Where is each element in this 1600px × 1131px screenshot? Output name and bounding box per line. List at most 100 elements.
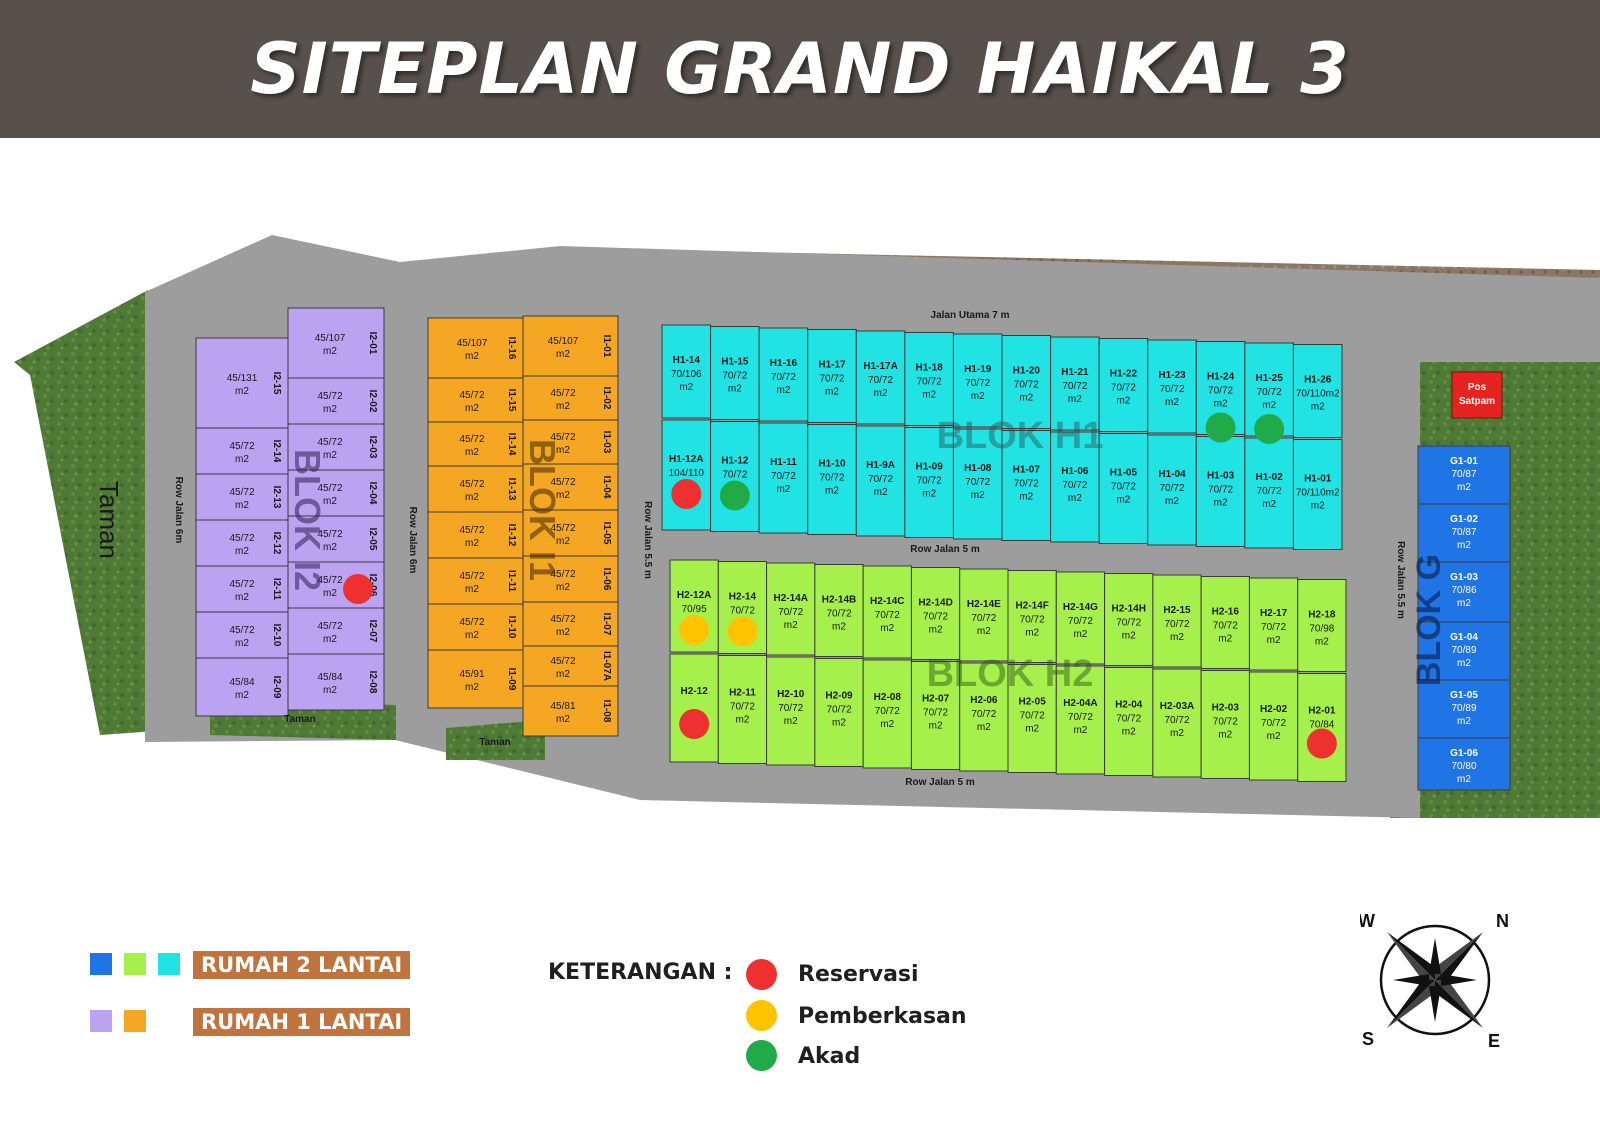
lot-h2-05[interactable] [1007, 664, 1057, 773]
legend-reservasi: Reservasi [798, 962, 919, 987]
lot-h1-09[interactable] [904, 427, 954, 538]
lot-h1-07[interactable] [1001, 430, 1052, 541]
lot-h1-04[interactable] [1147, 434, 1197, 546]
lot-id: I2-11 [271, 578, 282, 601]
lot-unit: m2 [556, 536, 570, 547]
lot-g1-06[interactable] [1417, 737, 1511, 791]
lot-id: I1-04 [601, 476, 612, 499]
lot-h1-15[interactable] [710, 326, 760, 420]
lot-i1-10[interactable] [427, 603, 524, 651]
lot-h2-14h[interactable] [1104, 573, 1154, 666]
lot-h1-12a[interactable] [661, 419, 712, 531]
lot-h1-08[interactable] [952, 428, 1003, 540]
lot-h1-10[interactable] [807, 424, 857, 535]
lot-h2-14g[interactable] [1055, 571, 1106, 665]
status-dot-akad[interactable] [1205, 412, 1236, 443]
lot-h2-10[interactable] [766, 656, 816, 766]
lot-h2-18[interactable] [1297, 579, 1347, 672]
lot-h1-22[interactable] [1098, 338, 1149, 432]
lot-h2-03a[interactable] [1152, 668, 1202, 778]
lot-id: H2-08 [874, 692, 902, 703]
lot-g1-01[interactable] [1417, 445, 1511, 505]
lot-i1-03[interactable] [522, 419, 619, 465]
status-dot-reservasi[interactable] [679, 709, 710, 739]
lot-size: 70/72 [917, 377, 942, 388]
lot-i2-08[interactable] [287, 653, 385, 711]
lot-i1-07[interactable] [522, 601, 619, 647]
lot-h1-9a[interactable] [855, 425, 906, 537]
lot-i2-13[interactable] [195, 473, 289, 521]
lot-h2-14d[interactable] [910, 567, 961, 660]
status-dot-reservasi[interactable] [1306, 728, 1337, 759]
lot-h2-11[interactable] [717, 655, 768, 764]
lot-h1-18[interactable] [904, 332, 954, 426]
status-dot-reservasi[interactable] [671, 479, 702, 509]
lot-id: H1-02 [1256, 472, 1284, 483]
lot-i1-08[interactable] [522, 685, 619, 737]
lot-i1-01[interactable] [522, 315, 619, 377]
lot-h1-26[interactable] [1292, 344, 1343, 438]
lot-h2-02[interactable] [1248, 671, 1299, 781]
lot-h2-04a[interactable] [1055, 665, 1106, 775]
lot-i2-10[interactable] [195, 611, 289, 659]
lot-i1-02[interactable] [522, 375, 619, 421]
lot-i2-12[interactable] [195, 519, 289, 567]
lot-unit: m2 [235, 592, 249, 603]
lot-id: I2-12 [271, 532, 282, 555]
lot-h2-01[interactable] [1297, 673, 1347, 782]
lot-i1-07a[interactable] [522, 645, 619, 687]
lot-unit: m2 [465, 492, 479, 503]
lot-g1-02[interactable] [1417, 503, 1511, 563]
lot-h2-14a[interactable] [766, 562, 816, 656]
lot-g1-04[interactable] [1417, 621, 1511, 681]
lot-h1-16[interactable] [758, 327, 809, 422]
lot-i1-13[interactable] [427, 465, 524, 513]
lot-size: 45/72 [550, 656, 575, 667]
lot-i2-14[interactable] [195, 427, 289, 475]
lot-h1-01[interactable] [1292, 439, 1343, 550]
lot-i2-03[interactable] [287, 423, 385, 471]
lot-h2-04[interactable] [1104, 667, 1154, 776]
lot-i2-04[interactable] [287, 469, 385, 517]
compass-n: N [1496, 911, 1509, 931]
status-dot-reservasi[interactable] [343, 574, 373, 604]
lot-id: I2-02 [367, 390, 378, 413]
lot-h2-12[interactable] [669, 653, 719, 763]
lot-h1-17a[interactable] [855, 330, 906, 425]
lot-size: 70/72 [771, 372, 796, 383]
lot-h2-06[interactable] [959, 662, 1009, 772]
lot-h1-14[interactable] [661, 324, 712, 419]
lot-i2-02[interactable] [287, 377, 385, 425]
lot-h1-20[interactable] [1001, 335, 1052, 429]
lot-id: I2-01 [367, 332, 378, 355]
lot-i2-09[interactable] [195, 657, 289, 717]
lot-h1-03[interactable] [1195, 436, 1246, 547]
lot-h1-02[interactable] [1244, 437, 1294, 549]
lot-h1-06[interactable] [1050, 431, 1100, 543]
lot-h1-11[interactable] [758, 422, 809, 534]
lot-i2-05[interactable] [287, 515, 385, 563]
lot-h2-09[interactable] [814, 658, 864, 767]
lot-h2-08[interactable] [862, 659, 912, 769]
lot-h2-17[interactable] [1248, 577, 1299, 671]
lot-h2-16[interactable] [1200, 576, 1250, 669]
lot-id: I1-09 [506, 668, 517, 691]
lot-h1-05[interactable] [1098, 433, 1149, 544]
lot-i2-01[interactable] [287, 307, 385, 379]
status-dot-pemberkasan[interactable] [727, 616, 758, 647]
lot-h2-07[interactable] [910, 661, 961, 770]
lot-g1-05[interactable] [1417, 679, 1511, 739]
lot-h2-14e[interactable] [959, 568, 1009, 662]
lot-unit: m2 [874, 388, 888, 399]
road-label-row-i1-h: Row Jalan 5.5 m [642, 501, 653, 579]
status-dot-akad[interactable] [1254, 414, 1285, 444]
lot-h2-03[interactable] [1200, 670, 1250, 779]
lot-h1-12[interactable] [710, 421, 760, 532]
status-dot-pemberkasan[interactable] [679, 615, 710, 645]
lot-id: H2-14D [918, 598, 952, 609]
status-dot-akad[interactable] [719, 480, 750, 511]
lot-i1-05[interactable] [522, 509, 619, 557]
lot-size: 45/72 [550, 614, 575, 625]
lot-h1-17[interactable] [807, 329, 857, 423]
lot-h2-14c[interactable] [862, 565, 912, 659]
